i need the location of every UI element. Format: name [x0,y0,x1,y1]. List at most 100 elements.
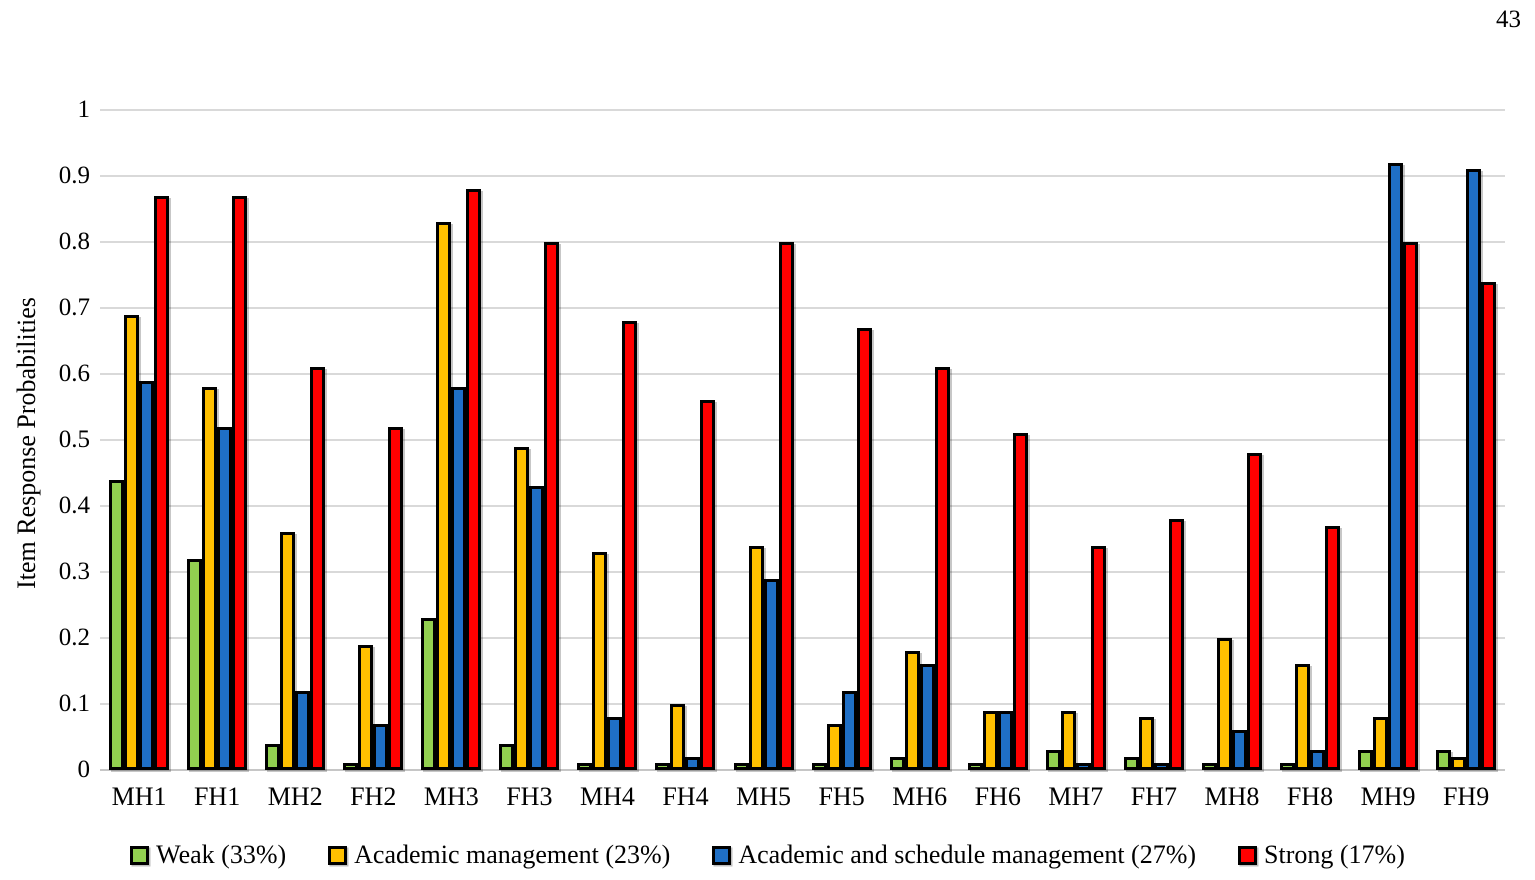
bar-MH6-strong [934,367,950,770]
gridline-y-0.1 [100,703,1505,705]
gridline-y-0 [100,769,1505,771]
x-axis-labels: MH1 FH1 MH2 FH2 MH3 FH3 MH4 FH4 MH5 FH5 MH6 FH6 MH7 F… [100,782,1505,812]
bar-group-FH5 [803,110,881,770]
bar-group-MH6 [881,110,959,770]
bar-MH1-academic-management [124,315,140,770]
bar-FH3-strong [544,242,560,770]
bar-FH5-academic-management [826,724,842,770]
bar-FH4-strong [700,400,716,770]
legend-label: Academic and schedule management (27%) [738,840,1197,869]
gridline-y-0.5 [100,439,1505,441]
bar-group-FH4 [646,110,724,770]
bar-FH6-weak [967,763,983,770]
y-tick-label: 1 [77,96,91,123]
x-axis-label-MH3: MH3 [423,782,479,811]
plot-area: 0 0.1 0.2 0.3 0.4 0.5 0.6 0.7 0.8 0.9 1 [59,97,1505,782]
bar-MH9-academic-management [1373,717,1389,770]
bar-MH4-weak [577,763,593,770]
bar-MH3-academic-and-schedule-management [451,387,467,770]
y-tick-label: 0.1 [58,690,90,717]
bar-MH7-academic-and-schedule-management [1075,763,1091,770]
legend-item: Academic management (23%) [328,840,670,870]
bar-MH4-academic-management [592,552,608,770]
y-tick-label: 0.6 [58,360,90,387]
bar-MH8-strong [1246,453,1262,770]
chart-legend: Weak (33%) Academic management (23%) Acade… [0,840,1535,870]
y-tick-label: 0.9 [58,162,90,189]
bar-MH9-strong [1403,242,1419,770]
bar-groups-container [100,110,1505,770]
x-axis-label-FH2: FH2 [350,782,397,811]
bar-group-FH6 [959,110,1037,770]
y-tick-label: 0.8 [58,228,90,255]
bar-FH1-academic-management [202,387,218,770]
bar-MH5-weak [733,763,749,770]
bar-FH5-weak [811,763,827,770]
y-tick-label: 0.2 [58,624,90,651]
x-axis-label-MH8: MH8 [1204,782,1260,811]
legend-marker-icon [1238,845,1258,865]
x-axis-label-MH6: MH6 [892,782,948,811]
bar-MH7-strong [1090,546,1106,770]
bar-FH8-strong [1324,526,1340,770]
bar-MH1-academic-and-schedule-management [139,381,155,770]
x-axis-label-MH7: MH7 [1048,782,1104,811]
gridline-y-0.7 [100,307,1505,309]
gridline-y-0.4 [100,505,1505,507]
bar-group-FH2 [334,110,412,770]
bar-MH3-academic-management [436,222,452,770]
bar-MH8-weak [1201,763,1217,770]
bar-FH1-strong [232,196,248,770]
x-axis-label-FH4: FH4 [662,782,709,811]
x-axis-label-MH9: MH9 [1360,782,1416,811]
bar-FH8-academic-management [1294,664,1310,770]
bar-FH2-weak [343,763,359,770]
bar-group-FH7 [1115,110,1193,770]
x-axis-label-FH9: FH9 [1442,782,1490,811]
bar-MH1-weak [109,480,125,770]
bar-group-MH7 [1037,110,1115,770]
bar-MH1-strong [154,196,170,770]
bar-FH8-academic-and-schedule-management [1309,750,1325,770]
bar-MH6-academic-management [904,651,920,770]
bar-MH3-weak [421,618,437,770]
bar-FH7-strong [1168,519,1184,770]
bar-group-MH2 [256,110,334,770]
x-axis-label-MH5: MH5 [736,782,791,811]
bar-MH5-strong [778,242,794,770]
gridline-y-1 [100,109,1505,111]
bar-MH2-weak [265,744,281,770]
bar-MH5-academic-management [748,546,764,770]
bar-group-MH9 [1349,110,1427,770]
y-tick-label: 0.7 [58,294,90,321]
bar-FH3-academic-management [514,447,530,770]
x-axis-label-MH4: MH4 [579,782,635,811]
bar-MH8-academic-management [1216,638,1232,770]
bar-group-MH3 [412,110,490,770]
bar-MH6-academic-and-schedule-management [919,664,935,770]
bar-FH1-weak [187,559,203,770]
bar-FH4-academic-management [670,704,686,770]
bar-FH2-strong [388,427,404,770]
x-axis-label-FH8: FH8 [1286,782,1334,811]
legend-item: Strong (17%) [1238,840,1405,870]
bar-MH7-weak [1045,750,1061,770]
bar-FH3-weak [499,744,515,770]
bar-MH4-academic-and-schedule-management [607,717,623,770]
legend-marker-icon [130,845,150,865]
x-axis-label-FH1: FH1 [193,782,241,811]
x-axis-label-FH5: FH5 [818,782,865,811]
bar-FH6-academic-management [982,711,998,770]
bar-FH6-strong [1012,433,1028,770]
legend-label: Weak (33%) [156,840,287,869]
bar-MH2-academic-and-schedule-management [295,691,311,770]
bar-FH9-strong [1481,282,1497,770]
bar-FH9-weak [1436,750,1452,770]
bar-MH4-strong [622,321,638,770]
bar-FH4-academic-and-schedule-management [685,757,701,770]
legend-label: Strong (17%) [1264,840,1405,869]
gridline-y-0.2 [100,637,1505,639]
bar-MH6-weak [889,757,905,770]
bar-MH3-strong [466,189,482,770]
bar-FH3-academic-and-schedule-management [529,486,545,770]
